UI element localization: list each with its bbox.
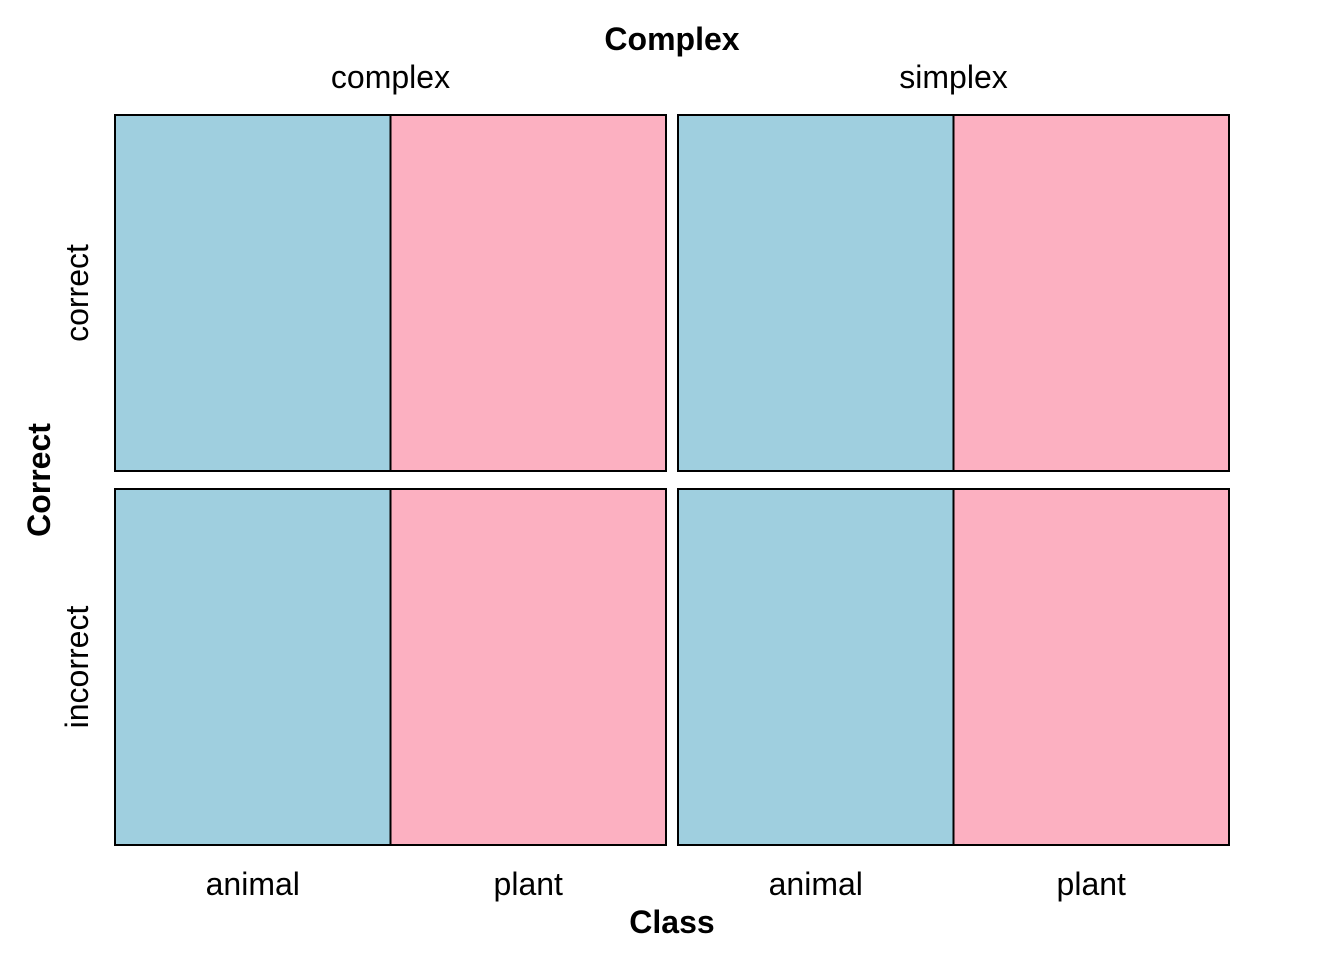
row-label-incorrect: incorrect [59,606,95,729]
chart-title: Complex [604,21,739,57]
y-axis-title: Correct [21,423,57,537]
x-axis-title: Class [629,904,714,940]
x-tick-label-complex-plant: plant [494,866,564,902]
mosaic-labels: complex simplex correct incorrect animal plan… [59,59,1126,902]
mosaic-cell-simplex-incorrect-plant [952,488,1230,846]
x-tick-label-simplex-animal: animal [769,866,863,902]
mosaic-cells [114,114,1230,846]
mosaic-cell-complex-incorrect-animal [114,488,392,846]
row-label-correct: correct [59,244,95,342]
mosaic-cell-complex-correct-plant [389,114,667,472]
column-label-simplex: simplex [899,59,1007,95]
x-tick-label-complex-animal: animal [206,866,300,902]
column-label-complex: complex [331,59,450,95]
mosaic-cell-complex-correct-animal [114,114,392,472]
x-tick-label-simplex-plant: plant [1057,866,1127,902]
mosaic-cell-simplex-incorrect-animal [677,488,955,846]
mosaic-cell-simplex-correct-animal [677,114,955,472]
mosaic-cell-simplex-correct-plant [952,114,1230,472]
mosaic-cell-complex-incorrect-plant [389,488,667,846]
